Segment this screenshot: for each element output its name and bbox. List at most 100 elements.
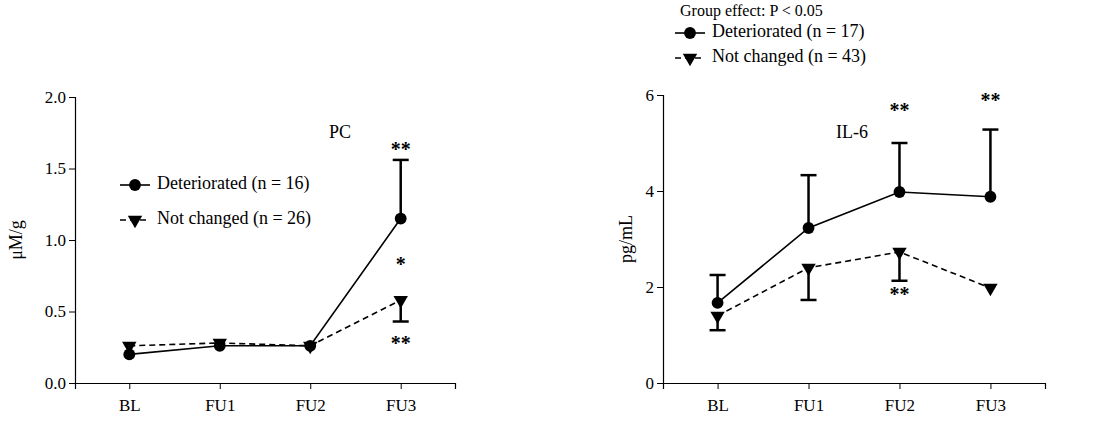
data-point: [303, 342, 317, 354]
axis-line: [664, 384, 1046, 390]
error-bar: [801, 175, 817, 228]
annotation: **: [391, 332, 411, 354]
panel: BLFU1FU2FU30.00.51.01.52.0μM/gPC*****Det…: [6, 88, 455, 415]
x-tick-label: FU2: [885, 396, 915, 415]
y-tick-label: 0.0: [45, 374, 66, 393]
y-tick-label: 2.0: [45, 88, 66, 107]
annotation: *: [396, 253, 406, 275]
x-axis: BL FU1 FU2 FU3: [76, 383, 456, 415]
x-axis: BL FU1 FU2 FU3: [664, 383, 1046, 415]
x-tick-label: FU3: [386, 396, 416, 415]
legend: Deteriorated (n = 17) Not changed (n = 43…: [675, 21, 866, 67]
legend-label: Not changed (n = 26): [157, 208, 311, 229]
y-tick: 1.5: [45, 159, 75, 178]
y-tick-label: 6: [646, 86, 655, 105]
legend-item: Not changed (n = 26): [120, 208, 311, 229]
y-tick-label: 0: [646, 374, 655, 393]
x-tick-label: FU1: [205, 396, 235, 415]
annotation: **: [889, 283, 909, 305]
x-tick-label: FU1: [794, 396, 824, 415]
legend-label: Deteriorated (n = 17): [712, 21, 865, 42]
legend-item: Not changed (n = 43): [675, 46, 866, 67]
legend-marker: [684, 27, 696, 39]
legend-label: Deteriorated (n = 16): [157, 173, 310, 194]
legend-item: Deteriorated (n = 16): [120, 173, 310, 194]
legend: Deteriorated (n = 16) Not changed (n = 26…: [120, 173, 311, 229]
data-point: [983, 284, 997, 296]
error-cap: [891, 280, 907, 283]
y-tick: 6: [646, 86, 664, 105]
y-tick: 2: [646, 278, 664, 297]
data-point: [712, 297, 724, 309]
y-tick: 1.0: [45, 231, 75, 250]
tick-mark: [310, 383, 311, 389]
series-line: [129, 300, 400, 346]
error-stem: [989, 130, 992, 197]
tick-mark: [657, 95, 663, 96]
error-cap: [393, 320, 409, 323]
x-tick-label: FU2: [296, 396, 326, 415]
y-tick: 0.0: [45, 374, 75, 393]
axis-line: [69, 98, 76, 384]
x-tick: FU2: [296, 383, 326, 415]
y-tick: 0: [646, 374, 664, 393]
axis-line: [76, 384, 456, 390]
plot-area: [122, 160, 409, 360]
data-point: [894, 186, 906, 198]
data-point: [892, 248, 906, 260]
error-cap: [982, 128, 998, 131]
error-bar: [982, 130, 998, 197]
y-tick: 4: [646, 182, 664, 201]
series-line: [718, 252, 991, 316]
data-point: [394, 296, 408, 308]
data-point: [395, 213, 407, 225]
tick-mark: [401, 383, 402, 389]
error-cap: [801, 299, 817, 302]
data-point: [122, 342, 136, 354]
series-line: [718, 192, 991, 303]
x-tick: FU1: [794, 383, 824, 415]
y-tick: 0.5: [45, 302, 75, 321]
tick-mark: [809, 383, 810, 389]
data-point: [213, 339, 227, 351]
x-tick: BL: [119, 383, 141, 415]
y-axis: 0 2 4 6: [646, 86, 664, 393]
series-line: [129, 219, 400, 355]
chart-title: IL-6: [836, 122, 868, 142]
x-tick: FU2: [885, 383, 915, 415]
panel: BL FU1 FU2 FU3 0 2 4 6 pg/mL IL-6 Group effect: P …: [616, 2, 1045, 415]
y-tick-label: 1.0: [45, 231, 66, 250]
x-tick: FU3: [386, 383, 416, 415]
tick-mark: [69, 169, 75, 170]
data-point: [803, 222, 815, 234]
error-cap: [710, 274, 726, 277]
tick-mark: [899, 383, 900, 389]
legend-marker: [683, 54, 697, 66]
y-tick-label: 0.5: [45, 302, 66, 321]
plot-area: [710, 130, 999, 331]
tick-mark: [657, 191, 663, 192]
error-stem: [399, 160, 402, 219]
legend-marker: [128, 216, 142, 228]
y-axis-title: μM/g: [6, 220, 26, 260]
legend-marker: [129, 179, 141, 191]
error-bar: [891, 143, 907, 192]
tick-mark: [990, 383, 991, 389]
subtitle: Group effect: P < 0.05: [680, 2, 823, 20]
data-point: [985, 191, 997, 203]
x-tick: BL: [707, 383, 729, 415]
x-tick-label: BL: [707, 396, 729, 415]
error-stem: [898, 143, 901, 192]
x-tick-label: FU3: [976, 396, 1006, 415]
tick-mark: [69, 97, 75, 98]
error-cap: [801, 174, 817, 177]
tick-mark: [129, 383, 130, 389]
error-cap: [891, 142, 907, 145]
x-tick-label: BL: [119, 396, 141, 415]
legend-item: Deteriorated (n = 17): [675, 21, 865, 42]
y-axis-title: pg/mL: [616, 215, 636, 263]
y-tick-label: 1.5: [45, 159, 66, 178]
x-tick: FU1: [205, 383, 235, 415]
tick-mark: [657, 383, 663, 384]
x-tick: FU3: [976, 383, 1006, 415]
